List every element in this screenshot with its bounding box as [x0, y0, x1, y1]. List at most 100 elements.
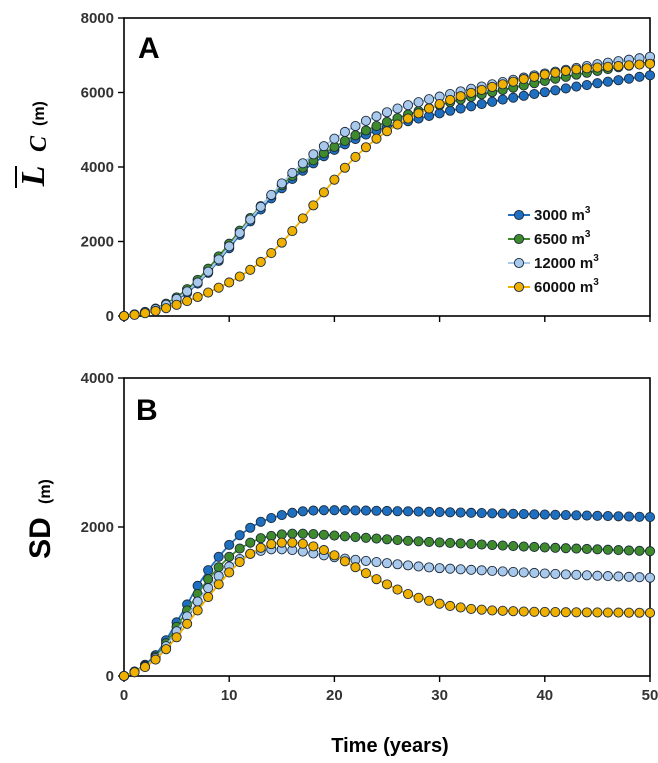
legend-label-superscript: 3 [593, 277, 599, 288]
panel-a-data-point [623, 60, 635, 71]
panel-b-data-point [487, 508, 498, 519]
panel-b-frame [123, 377, 651, 677]
panel-b-data-point [224, 551, 235, 562]
panel-b-y-ticks: 0 2000 4000 [81, 370, 124, 685]
panel-a-data-point [255, 256, 266, 268]
panel-a-data-point [297, 213, 308, 224]
panel-b-data-point [644, 607, 656, 618]
panel-b-data-point [255, 542, 266, 553]
panel-a-data-point [182, 296, 193, 307]
panel-a-data-point [424, 103, 435, 114]
panel-b-data-point [550, 607, 561, 618]
panel-a-data-point [360, 115, 372, 126]
panel-a-data-point [161, 303, 172, 314]
panel-a-data-point [234, 271, 245, 282]
panel-b-data-point [245, 537, 256, 548]
panel-a-data-point [350, 130, 361, 141]
panel-b-data-point [297, 528, 308, 539]
panel-a-data-point [392, 119, 403, 130]
panel-b-data-point [192, 596, 203, 607]
panel-b-data-point [297, 506, 308, 517]
panel-a-y-label-sub: C [26, 135, 52, 152]
panel-b-data-point [497, 508, 508, 519]
panel-b-x-tick-label: 0 [120, 687, 128, 704]
panel-b-data-point [623, 571, 635, 582]
panel-a-y-tick-label: 8000 [81, 10, 114, 27]
panel-b-data-point [392, 584, 403, 595]
panel-a-data-point [318, 187, 329, 198]
panel-b-data-point [623, 607, 635, 618]
panel-a-data-point [560, 65, 571, 76]
legend-label: 60000 m3 [534, 277, 599, 296]
panel-b-data-point [245, 548, 256, 559]
panel-b-x-ticks: 0 10 20 30 40 50 [120, 676, 658, 704]
panel-a-data-point [497, 79, 508, 90]
panel-a-data-point [455, 103, 466, 114]
panel-b-x-tick-label: 10 [221, 687, 238, 704]
panel-a-series-line [123, 55, 651, 317]
panel-a-y-tick-label: 2000 [81, 234, 114, 251]
panel-b-data-point [360, 568, 372, 579]
panel-a-x-ticks [123, 316, 651, 322]
panel-b-data-point [434, 507, 445, 518]
panel-b-data-point [623, 545, 635, 556]
panel-a-data-point [476, 84, 487, 95]
panel-b-data-point [613, 511, 624, 522]
panel-b-data-point [224, 567, 235, 578]
panel-b-data-point [581, 570, 592, 581]
panel-a-data-point [508, 76, 519, 87]
legend-item: 6500 m3 [508, 229, 591, 248]
panel-a-series-4 [118, 58, 656, 322]
panel-b-data-point [203, 583, 214, 594]
panel-b-y-tick-label: 0 [106, 668, 114, 685]
legend-label: 3000 m3 [534, 205, 591, 224]
panel-a-y-ticks: 0 2000 4000 6000 8000 [81, 10, 124, 325]
panel-a-data-point [360, 142, 372, 153]
panel-a-data-point [255, 201, 266, 212]
panel-b: 0 2000 4000 0 10 20 30 40 50 B SD (m) Time (yea… [24, 370, 658, 757]
panel-a-data-point [644, 70, 656, 81]
panel-b-data-point [413, 561, 424, 572]
panel-a-y-axis-title: L C (m) [15, 101, 52, 188]
panel-b-data-point [487, 605, 498, 616]
panel-a-data-point [560, 83, 571, 94]
panel-b-data-point [203, 565, 214, 576]
legend-item: 60000 m3 [508, 277, 599, 296]
panel-a-data-point [613, 75, 624, 86]
panel-a: 0 2000 4000 6000 8000 A 3000 m3 6500 m3 12000 … [15, 10, 656, 325]
panel-a-data-point [392, 103, 403, 114]
panel-b-data-point [203, 591, 214, 603]
panel-b-data-point [518, 541, 529, 552]
panel-a-data-point [381, 116, 393, 127]
panel-b-data-point [402, 589, 414, 600]
panel-b-series [118, 505, 656, 682]
panel-b-data-point [287, 528, 298, 539]
panel-a-data-point [213, 282, 224, 293]
panel-b-data-point [339, 556, 350, 567]
panel-b-data-point [571, 510, 582, 521]
legend-label-superscript: 3 [593, 253, 599, 264]
panel-a-data-point [266, 247, 277, 259]
panel-b-data-point [476, 565, 487, 576]
panel-b-data-point [529, 509, 540, 520]
panel-b-data-point [644, 572, 656, 583]
panel-a-data-point [150, 305, 161, 317]
panel-a-data-point [518, 74, 529, 85]
panel-b-data-point [424, 595, 435, 606]
panel-b-data-point [487, 539, 498, 551]
panel-b-data-point [634, 607, 645, 618]
panel-b-data-point [424, 536, 435, 547]
panel-b-data-point [539, 542, 550, 553]
panel-b-data-point [234, 530, 245, 541]
panel-a-data-point [118, 310, 130, 322]
panel-b-data-point [529, 541, 540, 553]
panel-b-data-point [508, 566, 519, 577]
panel-a-data-point [192, 277, 203, 288]
panel-b-data-point [571, 569, 582, 580]
panel-b-data-point [634, 511, 645, 522]
panel-b-data-point [392, 506, 403, 517]
panel-b-data-point [329, 550, 340, 561]
panel-b-data-point [213, 551, 224, 562]
panel-a-data-point [402, 100, 414, 111]
panel-b-data-point [424, 506, 435, 517]
